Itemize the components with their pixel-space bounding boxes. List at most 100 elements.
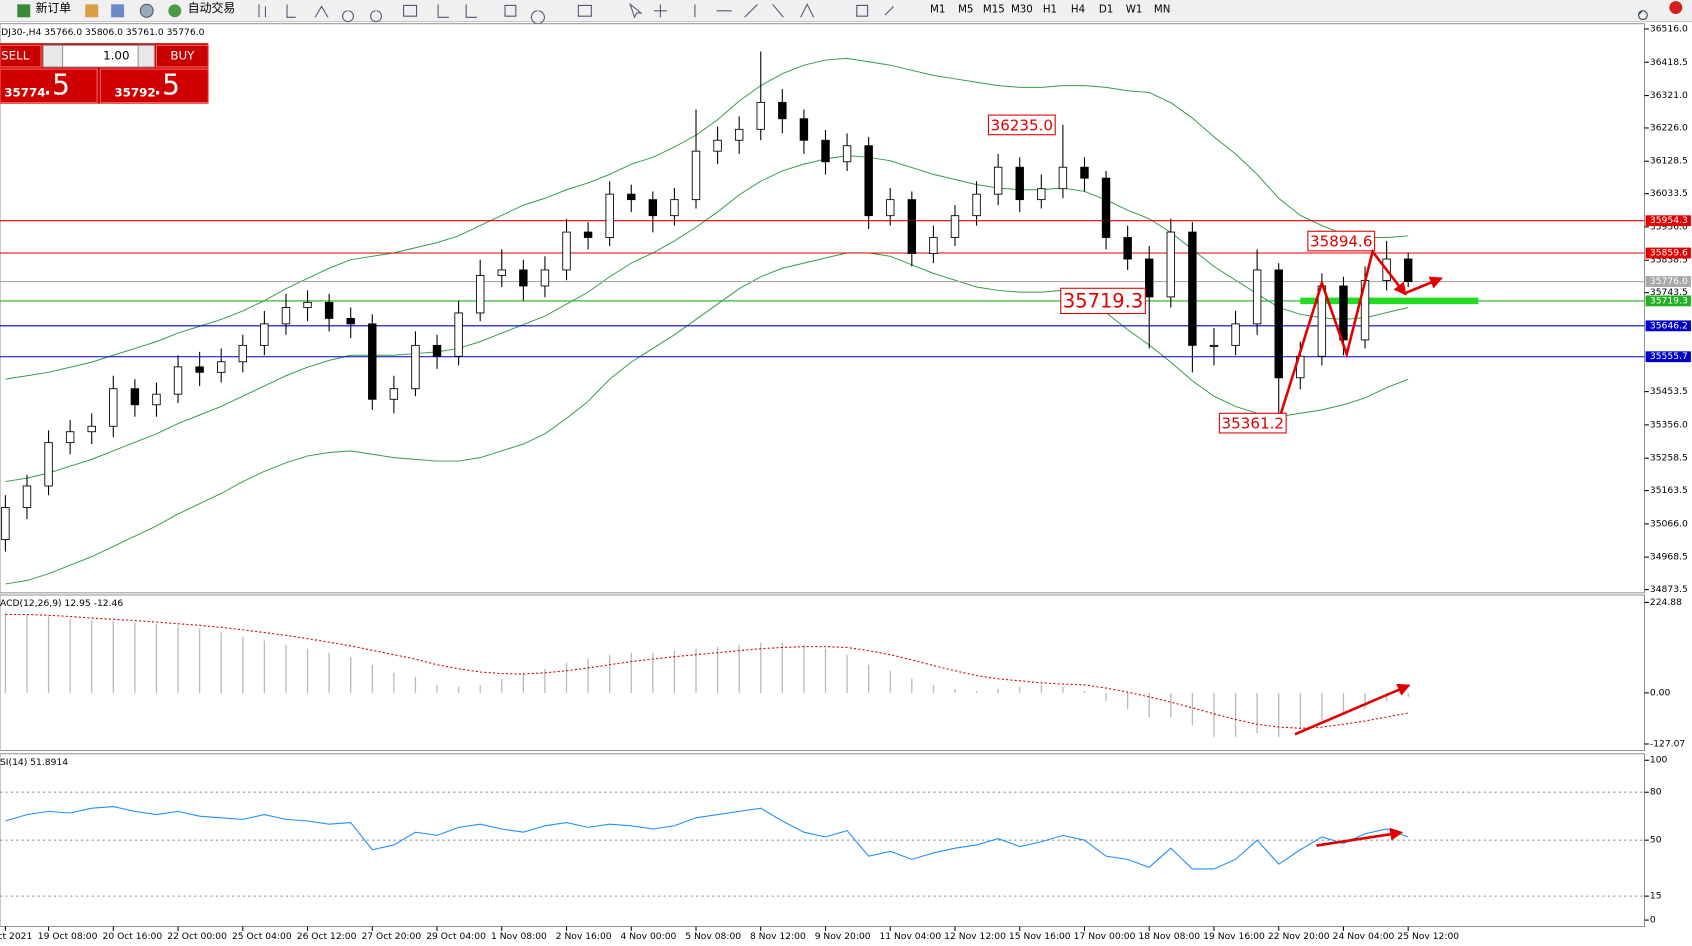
buy-text[interactable]: BUY — [170, 49, 195, 63]
x-tick-label: 20 Oct 16:00 — [103, 931, 163, 942]
y-tick-label: 35936.0 — [1650, 221, 1688, 232]
price-annotation: 36235.0 — [991, 116, 1053, 134]
y-tick-label: 36033.5 — [1650, 188, 1688, 199]
y-tick-label: 36128.5 — [1650, 156, 1688, 167]
timeframe-button[interactable]: M1 — [930, 4, 945, 16]
candle-body — [842, 145, 852, 163]
buy-price[interactable]: 35792 — [114, 85, 155, 99]
x-tick-label: 19 Nov 16:00 — [1203, 931, 1265, 942]
x-tick-label: 19 Oct 08:00 — [38, 931, 98, 942]
candle-body — [627, 193, 636, 201]
timeframe-button[interactable]: H4 — [1071, 4, 1085, 16]
x-tick-label: 15 Nov 16:00 — [1009, 931, 1071, 942]
price-level-label: 35859.6 — [1650, 248, 1688, 259]
sell-fraction[interactable]: .5 — [43, 68, 70, 101]
x-tick-label: 29 Oct 04:00 — [426, 931, 486, 942]
candle-body — [929, 237, 938, 254]
candle-body — [1252, 269, 1262, 325]
candle-body — [65, 431, 75, 444]
candle-body — [109, 388, 118, 427]
x-tick-label: 22 Oct 00:00 — [167, 931, 227, 942]
new-order-icon[interactable] — [17, 4, 31, 18]
trade-panel: SELL 1.00 BUY 35774 .5 35792 .5 — [0, 43, 209, 104]
sell-button[interactable] — [0, 44, 42, 68]
price-level-tag — [1645, 215, 1691, 227]
candle-body — [1101, 177, 1111, 238]
timeframe-button[interactable]: D1 — [1099, 4, 1113, 16]
timeframe-button[interactable]: H1 — [1043, 4, 1057, 16]
candle-body — [44, 442, 53, 487]
candle-body — [950, 215, 960, 238]
candle-body — [907, 199, 917, 254]
candle-body — [756, 101, 765, 130]
timeframe-bar: M1 M5 M15 M30 H1 H4 D1 W1 MN — [930, 4, 1170, 16]
price-annotation: 35361.2 — [1222, 415, 1284, 433]
timeframe-button[interactable]: W1 — [1126, 4, 1143, 16]
candle-body — [1037, 188, 1046, 201]
y-tick-label: 224.88 — [1650, 597, 1682, 608]
price-level-tag — [1645, 247, 1691, 259]
candle-body — [799, 118, 809, 141]
candle-body — [519, 269, 528, 287]
new-order-label[interactable]: 新订单 — [36, 1, 72, 15]
y-tick-label: 80 — [1650, 787, 1662, 798]
buy-fraction[interactable]: .5 — [153, 68, 180, 101]
timeframe-button[interactable]: MN — [1154, 4, 1171, 16]
y-tick-label: 0 — [1650, 915, 1656, 926]
price-arrow — [1403, 276, 1443, 295]
candle-body — [864, 145, 873, 217]
candle-body — [562, 231, 571, 271]
buy-button[interactable] — [155, 44, 209, 68]
y-tick-label: 36226.0 — [1650, 122, 1688, 133]
y-tick-label: 35163.5 — [1650, 485, 1688, 496]
candle-body — [1058, 166, 1068, 190]
candle-body — [303, 301, 312, 308]
y-tick-label: -127.07 — [1650, 738, 1686, 749]
buy-quote[interactable] — [99, 68, 209, 104]
sell-quote[interactable] — [0, 68, 98, 104]
x-tick-label: 25 Oct 04:00 — [232, 931, 292, 942]
candle-body — [432, 344, 442, 357]
candle-body — [778, 101, 787, 120]
price-level-label: 35555.7 — [1650, 351, 1688, 362]
price-annotation: 35894.6 — [1310, 233, 1372, 251]
timeframe-button[interactable]: M5 — [958, 4, 973, 16]
candle-body — [152, 393, 161, 406]
x-tick-label: Oct 2021 — [0, 931, 32, 942]
timeframe-button[interactable]: M15 — [983, 4, 1005, 16]
candle-body — [475, 274, 485, 314]
main-panel — [0, 23, 1645, 594]
lot-text[interactable]: 1.00 — [103, 49, 129, 63]
candle-body — [1339, 285, 1348, 341]
candle-body — [583, 231, 593, 238]
candle-body — [346, 317, 355, 325]
toolbar-icons — [17, 1, 1683, 25]
macd-signal-line — [5, 613, 1409, 729]
candle-body — [173, 366, 183, 395]
price-level-tag — [1645, 276, 1691, 287]
candle-body — [972, 193, 981, 217]
band-upper — [5, 57, 1409, 380]
y-tick-label: 34873.5 — [1650, 584, 1688, 595]
sell-text[interactable]: SELL — [1, 49, 30, 63]
candle-body — [605, 193, 614, 238]
candle-body — [1274, 269, 1283, 379]
auto-trade-icon[interactable] — [168, 4, 182, 18]
candle-body — [821, 139, 830, 163]
timeframe-button[interactable]: M30 — [1011, 4, 1033, 16]
candle-body — [411, 344, 420, 390]
candle-body — [540, 269, 550, 287]
sell-price[interactable]: 35774 — [4, 85, 45, 99]
candle-body — [1188, 231, 1197, 346]
candle-body — [238, 344, 248, 363]
candle-body — [217, 361, 226, 373]
price-annotation-box — [1218, 412, 1287, 434]
price-level-tag — [1645, 295, 1691, 307]
x-tick-label: 9 Nov 20:00 — [815, 931, 871, 942]
price-level-label: 35776.0 — [1650, 276, 1688, 287]
price-level-label: 35954.3 — [1650, 215, 1688, 226]
auto-trade-label[interactable]: 自动交易 — [188, 1, 235, 15]
price-level-tag — [1645, 320, 1691, 332]
price-level-tag — [1645, 351, 1691, 363]
